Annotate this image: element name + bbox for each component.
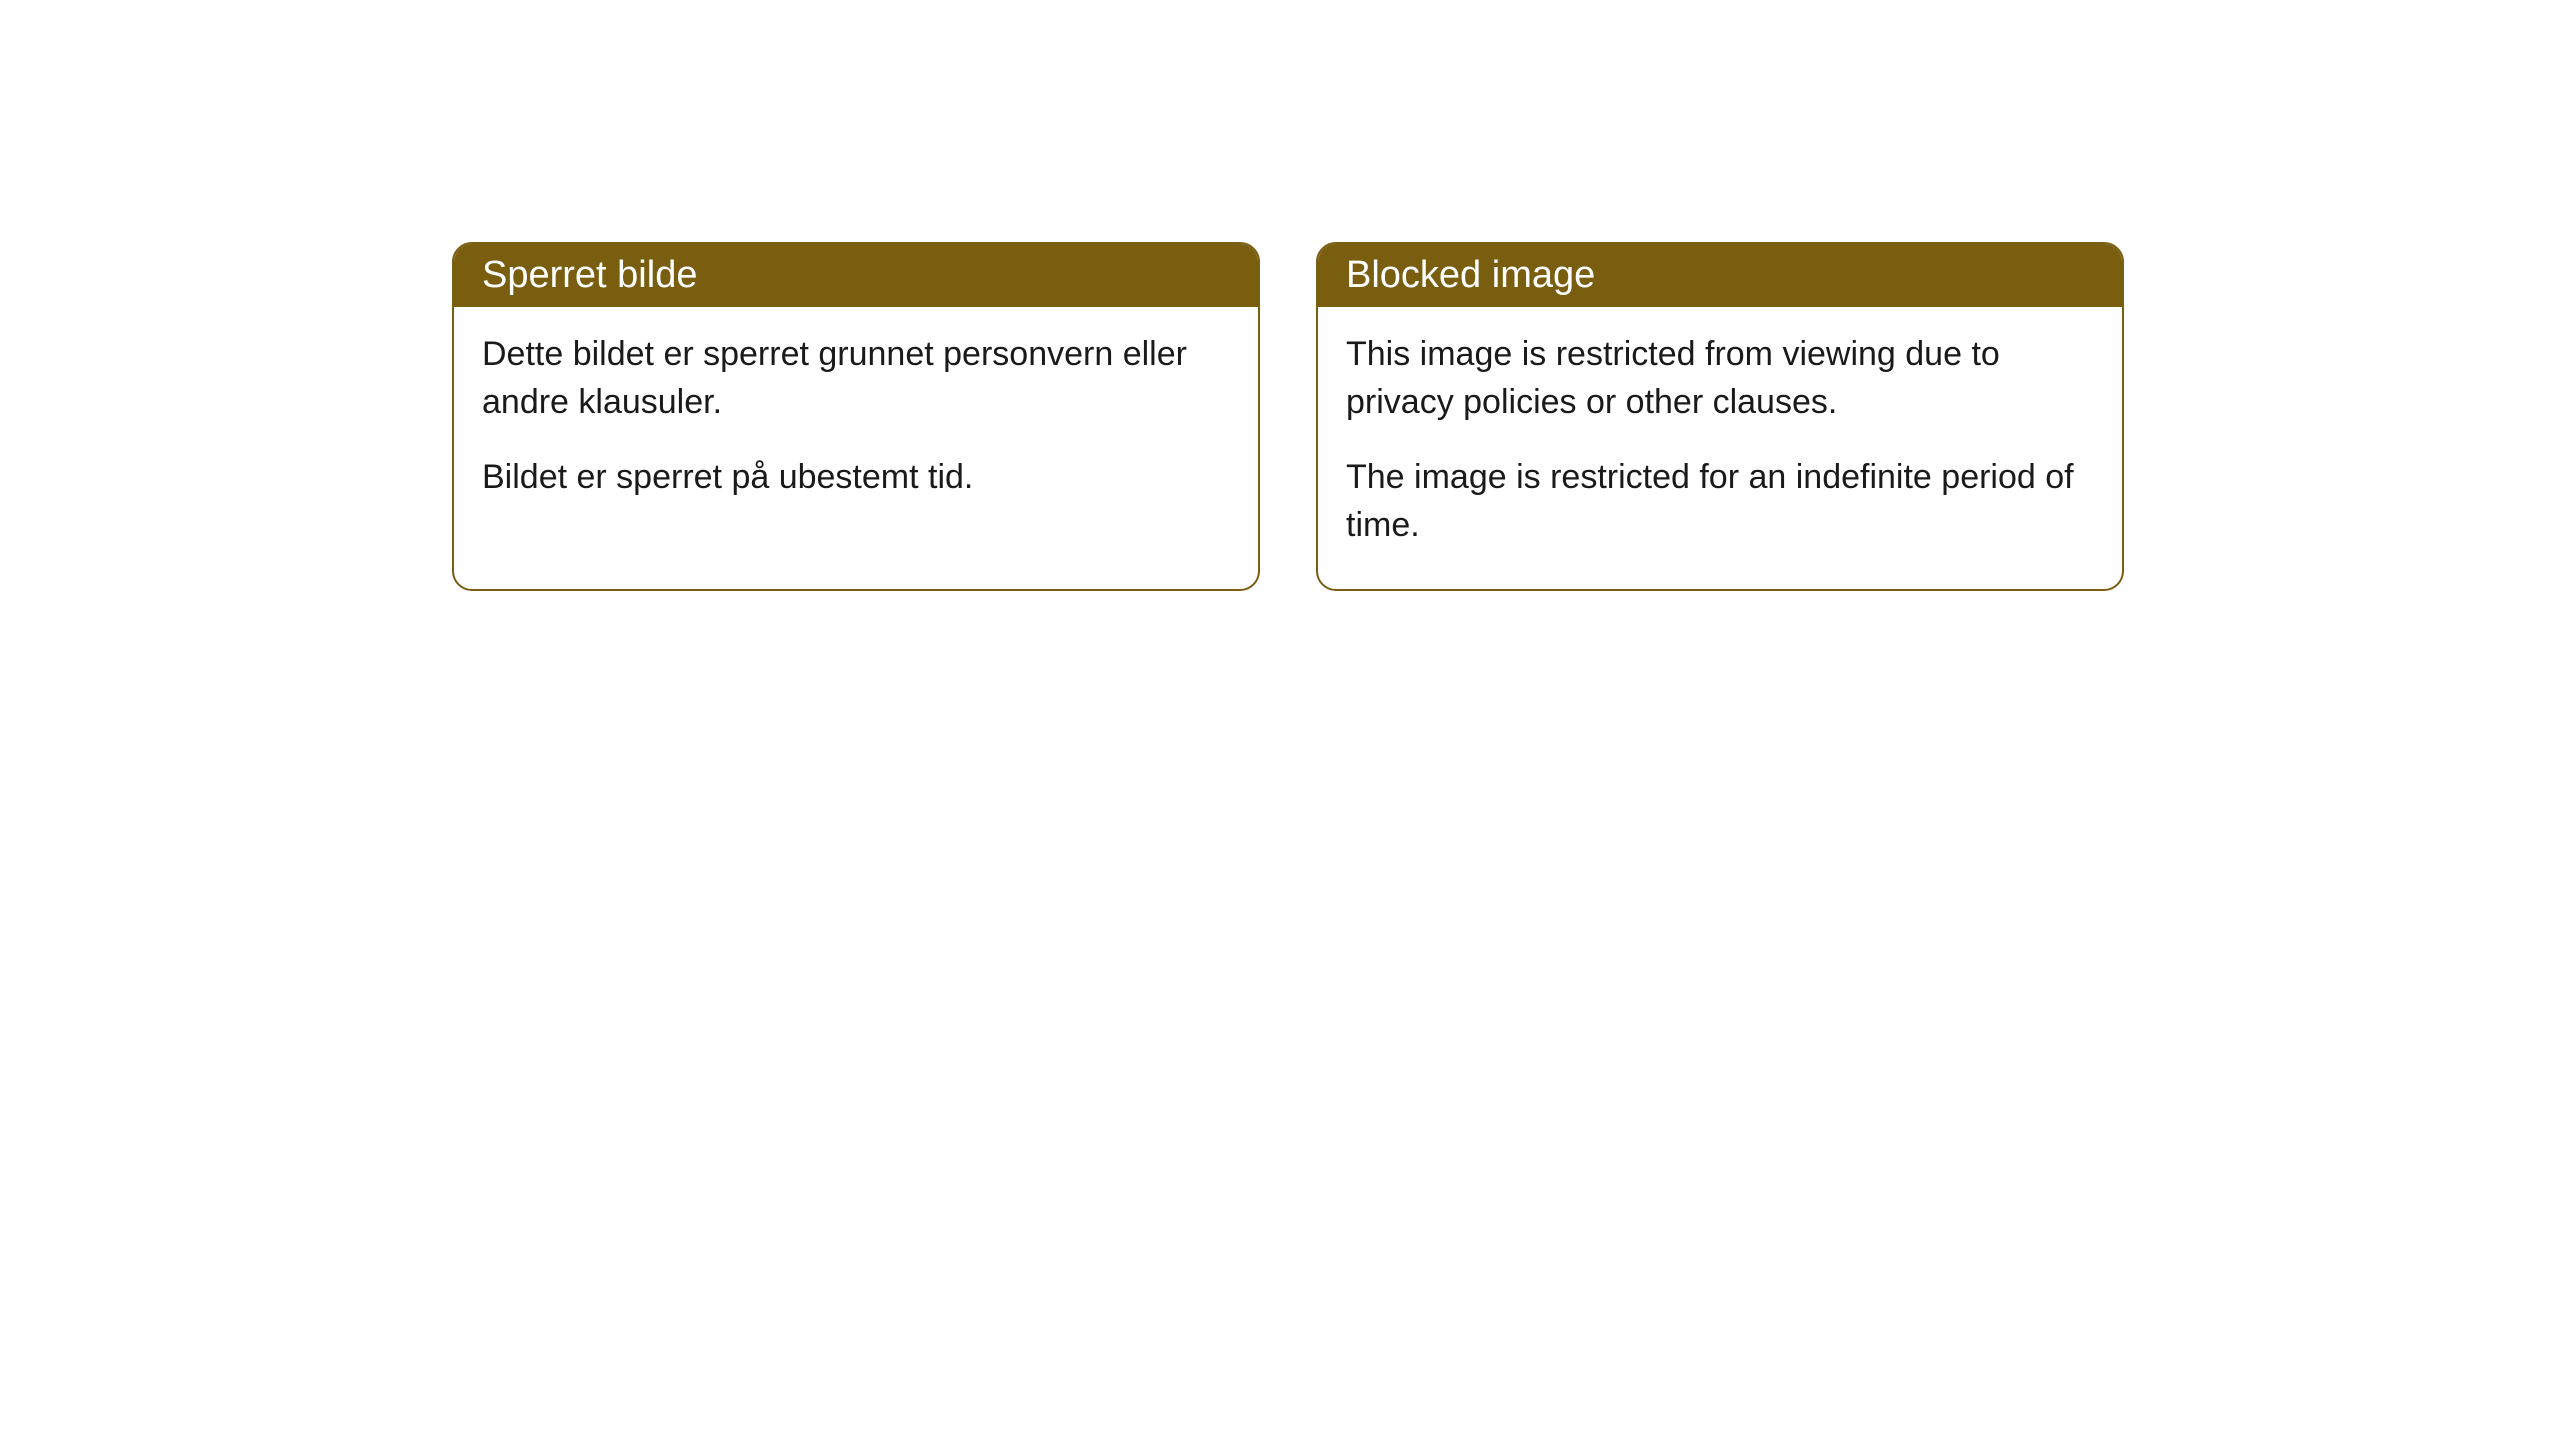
blocked-image-card-norwegian: Sperret bilde Dette bildet er sperret gr… (452, 242, 1260, 591)
card-paragraph-1: Dette bildet er sperret grunnet personve… (482, 331, 1230, 426)
card-body-english: This image is restricted from viewing du… (1318, 307, 2122, 589)
card-header-english: Blocked image (1318, 244, 2122, 307)
card-title: Blocked image (1346, 254, 1595, 296)
card-header-norwegian: Sperret bilde (454, 244, 1258, 307)
blocked-image-card-english: Blocked image This image is restricted f… (1316, 242, 2124, 591)
card-paragraph-1: This image is restricted from viewing du… (1346, 331, 2094, 426)
card-paragraph-2: The image is restricted for an indefinit… (1346, 454, 2094, 549)
card-body-norwegian: Dette bildet er sperret grunnet personve… (454, 307, 1258, 542)
cards-container: Sperret bilde Dette bildet er sperret gr… (452, 242, 2124, 591)
card-paragraph-2: Bildet er sperret på ubestemt tid. (482, 454, 1230, 502)
card-title: Sperret bilde (482, 254, 697, 296)
